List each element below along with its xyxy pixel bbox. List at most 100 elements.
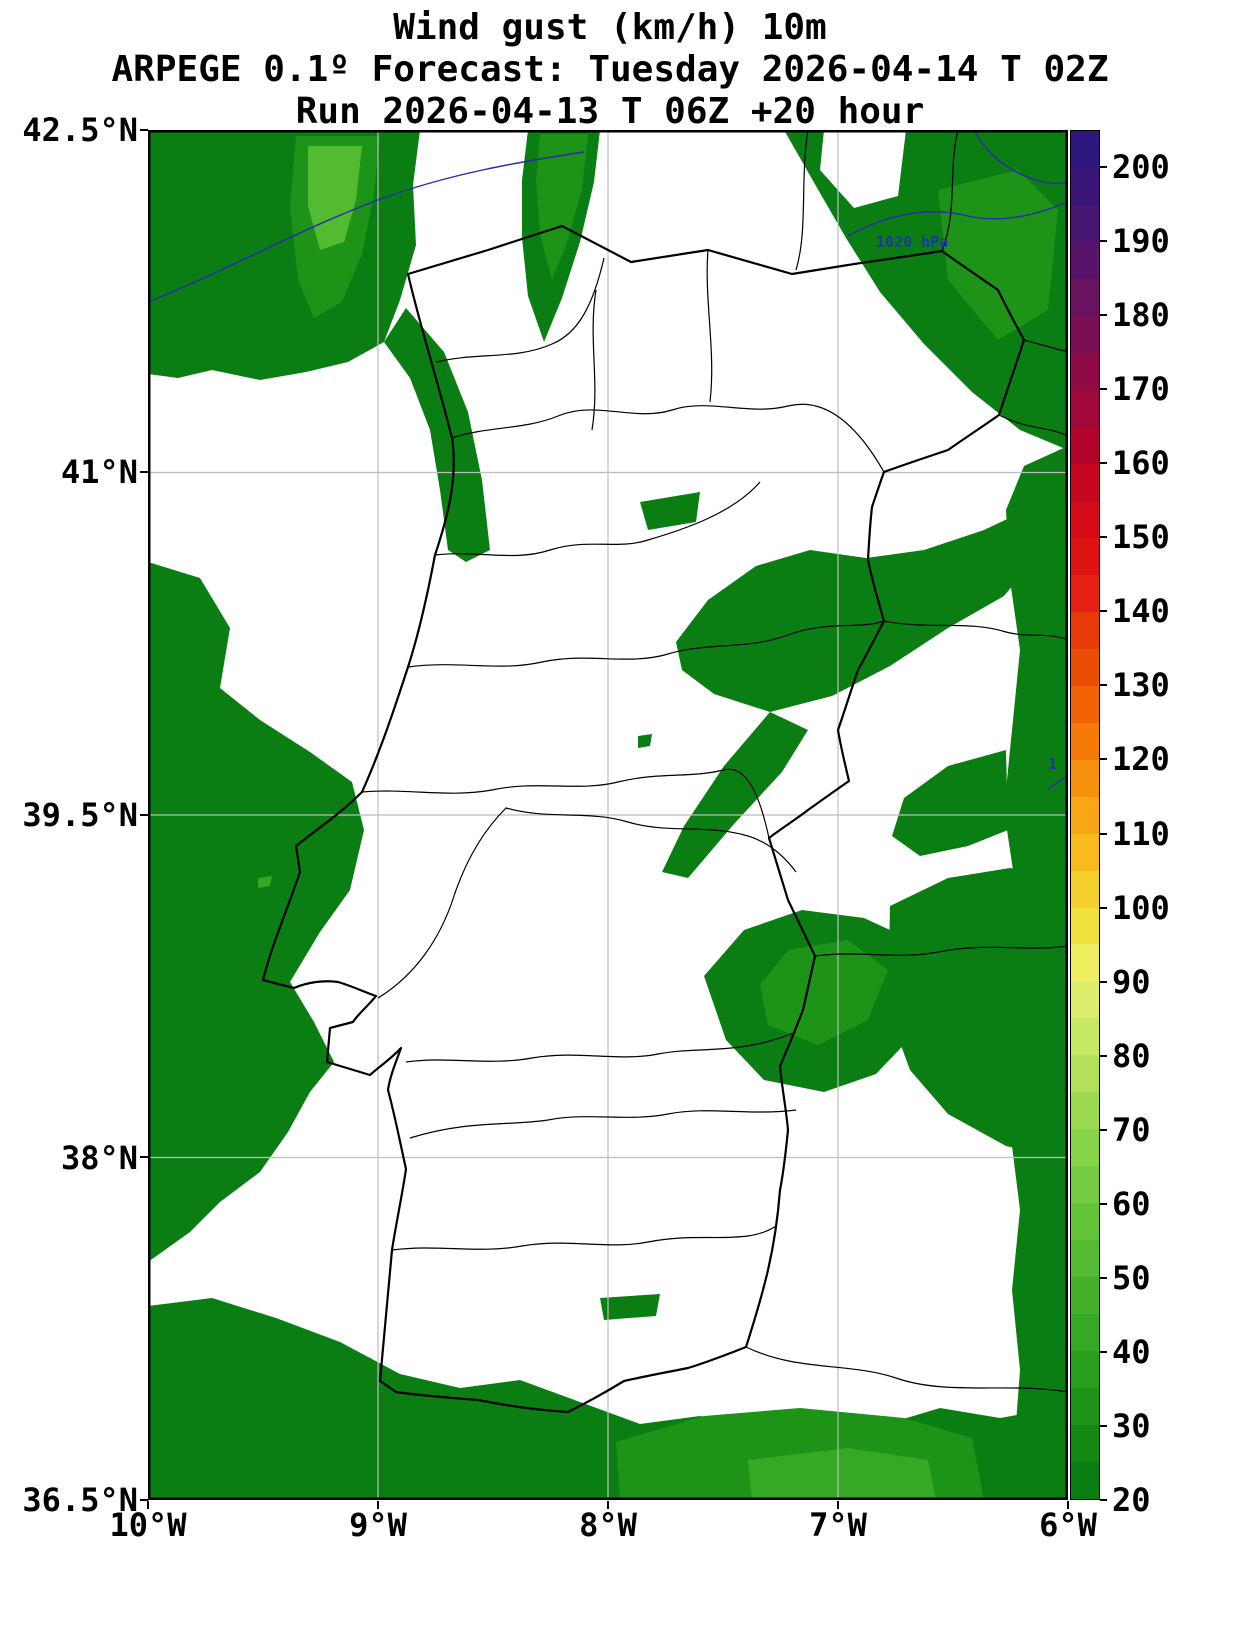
colorbar-tick-mark	[1100, 980, 1107, 983]
colorbar-tick-label: 90	[1112, 962, 1151, 1001]
lon-tick-label: 7°W	[809, 1506, 867, 1544]
colorbar-segment	[1071, 796, 1099, 834]
colorbar-segment	[1071, 870, 1099, 908]
chart-subtitle: ARPEGE 0.1º Forecast: Tuesday 2026-04-14…	[111, 49, 1109, 90]
colorbar-tick-mark	[1100, 1424, 1107, 1427]
colorbar-tick-label: 20	[1112, 1481, 1151, 1519]
colorbar-segment	[1071, 1240, 1099, 1278]
colorbar-tick-mark	[1100, 758, 1107, 761]
plot-frame	[148, 130, 1068, 1500]
colorbar-tick-mark	[1100, 314, 1107, 317]
colorbar-segment	[1071, 168, 1099, 206]
colorbar-tick-mark	[1100, 1054, 1107, 1057]
colorbar-segment	[1071, 1092, 1099, 1130]
colorbar-segment	[1071, 279, 1099, 316]
colorbar-tick-label: 60	[1112, 1184, 1151, 1223]
lon-tick-mark	[1067, 1501, 1069, 1509]
colorbar-tick-mark	[1100, 536, 1107, 539]
colorbar-segment	[1071, 316, 1099, 353]
colorbar-segment	[1071, 205, 1099, 243]
colorbar-segment	[1071, 389, 1099, 427]
lat-tick-label: 42.5°N	[22, 111, 138, 149]
colorbar-segment	[1071, 537, 1099, 575]
lon-tick-mark	[147, 1501, 149, 1509]
colorbar-tick-label: 70	[1112, 1110, 1151, 1149]
grid-lines	[148, 130, 1068, 1500]
colorbar-tick-mark	[1100, 462, 1107, 465]
colorbar-segment	[1071, 648, 1099, 686]
colorbar-tick-mark	[1100, 1499, 1107, 1501]
chart-title: Wind gust (km/h) 10m	[393, 7, 827, 48]
colorbar-segment	[1071, 1055, 1099, 1093]
isobar-lines	[148, 130, 1068, 791]
colorbar-tick-mark	[1100, 240, 1107, 243]
colorbar-segment	[1071, 242, 1099, 280]
lat-tick-mark	[140, 129, 148, 131]
lat-tick-mark	[140, 1156, 148, 1158]
lat-tick-label: 36.5°N	[22, 1481, 138, 1519]
colorbar-segment	[1071, 500, 1099, 538]
colorbar-segment	[1071, 426, 1099, 464]
colorbar-tick-mark	[1100, 1202, 1107, 1205]
isobar-label-partial: 1	[1048, 755, 1058, 773]
colorbar-segment	[1071, 1203, 1099, 1241]
colorbar-tick-label: 50	[1112, 1258, 1151, 1297]
colorbar-segment	[1071, 1166, 1099, 1204]
colorbar-tick-mark	[1100, 1350, 1107, 1353]
lon-tick-label: 9°W	[349, 1506, 407, 1544]
colorbar-segment	[1071, 1277, 1099, 1315]
colorbar-tick-label: 150	[1112, 518, 1170, 557]
colorbar-segment	[1071, 131, 1099, 169]
colorbar-tick-mark	[1100, 684, 1107, 687]
lat-tick-label: 39.5°N	[22, 796, 138, 834]
colorbar-tick-label: 140	[1112, 592, 1170, 631]
colorbar-segment	[1071, 759, 1099, 797]
colorbar-segment	[1071, 833, 1099, 871]
lat-tick-label: 38°N	[60, 1139, 138, 1177]
lon-tick-mark	[377, 1501, 379, 1509]
lon-tick-label: 8°W	[579, 1506, 637, 1544]
colorbar-tick-mark	[1100, 1128, 1107, 1131]
isobar-label-1020: 1020 hPa	[876, 233, 949, 251]
colorbar-segment	[1071, 685, 1099, 723]
colorbar-segment	[1071, 611, 1099, 649]
colorbar-tick-label: 130	[1112, 666, 1170, 705]
colorbar-segment	[1071, 1462, 1099, 1499]
colorbar-tick-label: 100	[1112, 888, 1170, 927]
colorbar-tick-mark	[1100, 906, 1107, 909]
lon-tick-label: 10°W	[109, 1506, 187, 1544]
colorbar-tick-label: 110	[1112, 814, 1170, 853]
colorbar-tick-label: 30	[1112, 1406, 1151, 1445]
lat-tick-mark	[140, 471, 148, 473]
colorbar-tick-label: 170	[1112, 370, 1170, 409]
colorbar-segment	[1071, 722, 1099, 760]
map-svg	[148, 130, 1068, 1500]
district-boundaries	[361, 249, 885, 1251]
colorbar-tick-label: 160	[1112, 444, 1170, 483]
colorbar-segment	[1071, 981, 1099, 1019]
colorbar-segment	[1071, 352, 1099, 390]
colorbar-segment	[1071, 1129, 1099, 1167]
colorbar-segment	[1071, 1314, 1099, 1352]
lat-tick-label: 41°N	[60, 453, 138, 491]
lon-tick-label: 6°W	[1039, 1506, 1097, 1544]
colorbar-tick-label: 190	[1112, 222, 1170, 261]
colorbar-tick-label: 80	[1112, 1036, 1151, 1075]
colorbar	[1070, 130, 1100, 1500]
map-plot: 1020 hPa 1	[148, 130, 1068, 1500]
lat-tick-mark	[140, 814, 148, 816]
lon-tick-mark	[837, 1501, 839, 1509]
colorbar-tick-label: 200	[1112, 148, 1170, 187]
coastline	[261, 224, 1026, 1414]
colorbar-segment	[1071, 1351, 1099, 1389]
lat-tick-mark	[140, 1499, 148, 1501]
colorbar-tick-mark	[1100, 388, 1107, 391]
colorbar-segment	[1071, 907, 1099, 945]
colorbar-segment	[1071, 1388, 1099, 1426]
colorbar-tick-mark	[1100, 1276, 1107, 1279]
colorbar-tick-label: 120	[1112, 740, 1170, 779]
colorbar-tick-mark	[1100, 166, 1107, 169]
spain-boundaries	[745, 130, 1068, 1393]
colorbar-segment	[1071, 463, 1099, 501]
